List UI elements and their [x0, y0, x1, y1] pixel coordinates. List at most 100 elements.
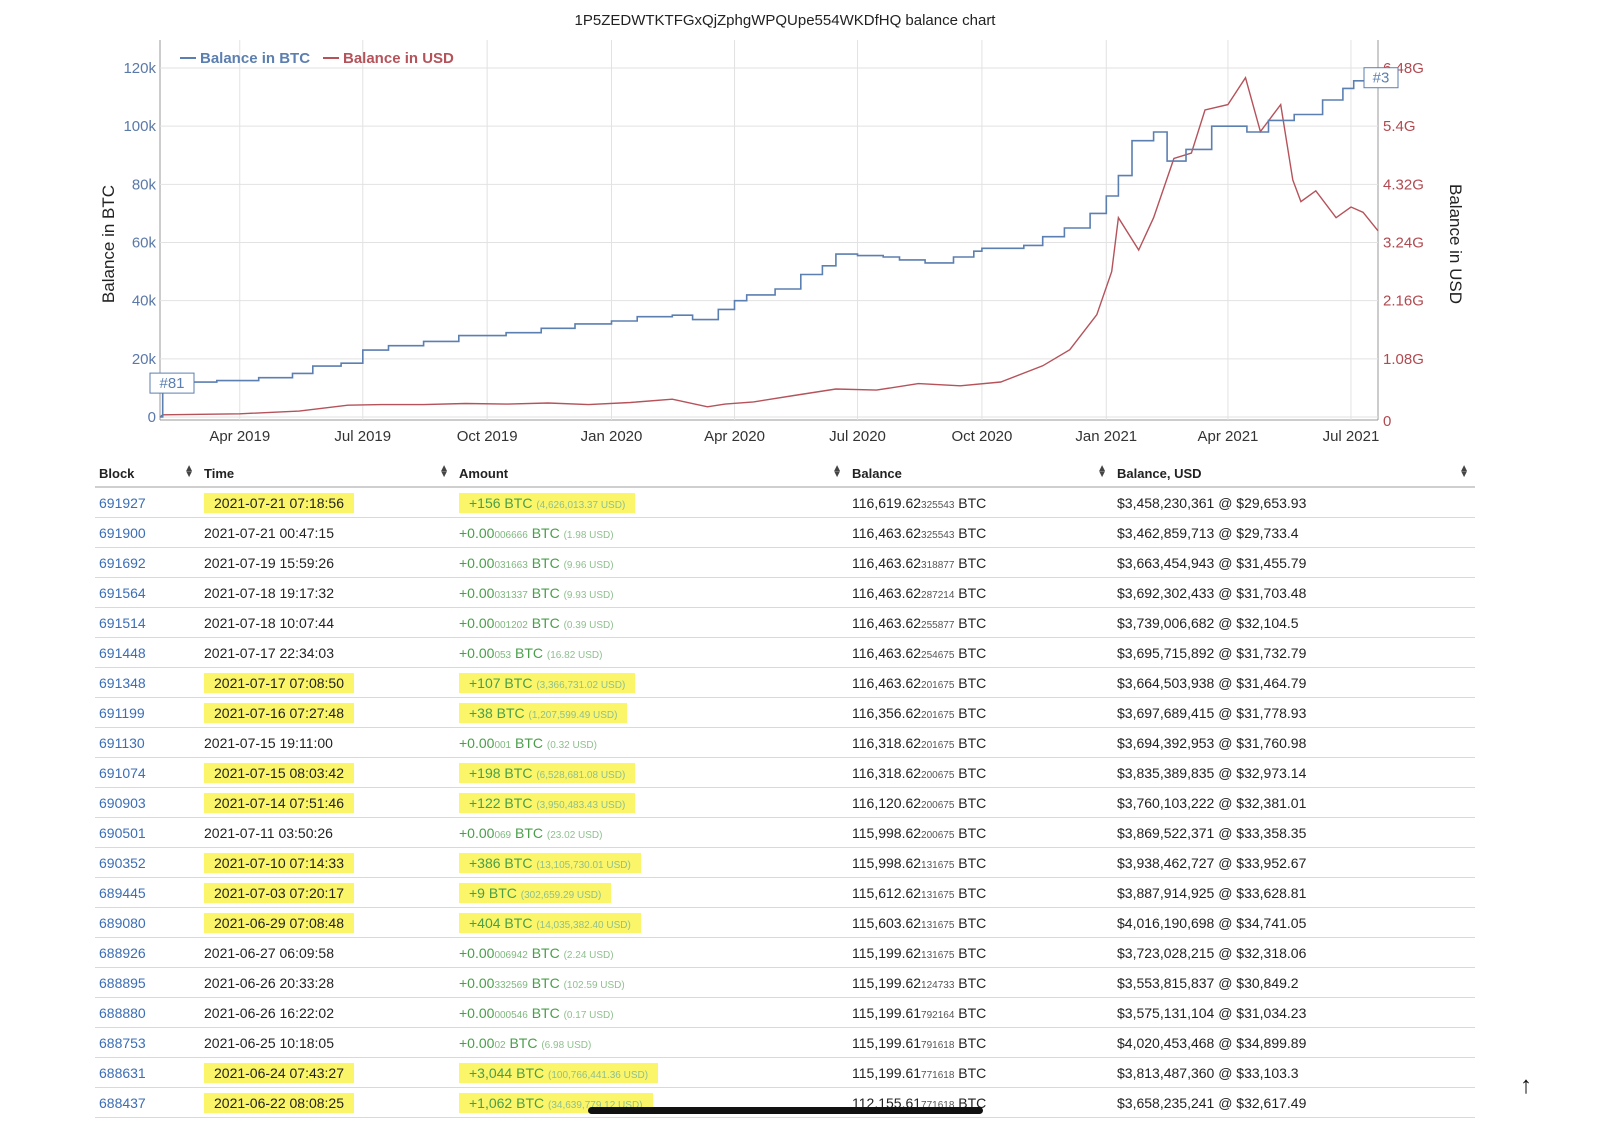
block-link[interactable]: 691927	[99, 494, 146, 511]
amount-usd: (0.32 USD)	[546, 739, 597, 751]
column-header-time[interactable]: Time ▲ ▼	[200, 460, 455, 488]
table-row: 691448 2021-07-17 22:34:03 +0.00053 BTC (1…	[95, 637, 1475, 668]
amount-main: +0.00	[459, 524, 495, 541]
time-value: 2021-07-15 08:03:42	[204, 762, 354, 783]
block-link[interactable]: 689445	[99, 884, 146, 901]
cell-balance: 116,318.62201675 BTC	[848, 727, 1113, 758]
block-link[interactable]: 691348	[99, 674, 146, 691]
block-link[interactable]: 688880	[99, 1004, 146, 1021]
block-link[interactable]: 691514	[99, 614, 146, 631]
balance-main: 115,603.62	[852, 914, 922, 931]
cell-block: 690903	[95, 787, 200, 818]
block-link[interactable]: 691448	[99, 644, 146, 661]
table-row: 688631 2021-06-24 07:43:27 +3,044 BTC (100…	[95, 1057, 1475, 1088]
x-axis-ticks: Apr 2019 Jul 2019 Oct 2019 Jan 2020 Apr 2020…	[209, 428, 1379, 445]
amount-usd: (0.39 USD)	[563, 619, 614, 631]
column-header-balance-usd[interactable]: Balance, USD ▲ ▼	[1113, 460, 1475, 488]
block-link[interactable]: 691199	[99, 704, 145, 721]
table-row: 691564 2021-07-18 19:17:32 +0.00031337 BTC…	[95, 577, 1475, 608]
cell-time: 2021-07-21 07:18:56	[200, 487, 455, 518]
time-value: 2021-07-17 22:34:03	[204, 644, 334, 661]
table-row: 688880 2021-06-26 16:22:02 +0.00000546 BTC…	[95, 997, 1475, 1028]
cell-balance: 116,463.62254675 BTC	[848, 637, 1113, 668]
block-link[interactable]: 688926	[99, 944, 146, 961]
x-tick-label: Apr 2020	[704, 428, 765, 445]
amount-unit: BTC	[511, 734, 547, 751]
amount-value: +38 BTC (1,207,599.49 USD)	[459, 702, 628, 723]
sort-icon[interactable]: ▲ ▼	[832, 463, 842, 480]
cell-balance-usd: $3,835,389,835 @ $32,973.14	[1113, 757, 1475, 788]
block-link[interactable]: 688631	[99, 1064, 146, 1081]
table-row: 690352 2021-07-10 07:14:33 +386 BTC (13,10…	[95, 847, 1475, 878]
block-link[interactable]: 691564	[99, 584, 146, 601]
amount-main: +0.00	[459, 974, 495, 991]
balance-fraction: 255877	[921, 619, 955, 631]
block-link[interactable]: 690903	[99, 794, 146, 811]
balance-main: 115,199.62	[852, 944, 922, 961]
right-axis-title: Balance in USD	[1446, 184, 1465, 304]
time-value: 2021-06-25 10:18:05	[204, 1034, 334, 1051]
balance-fraction: 792164	[921, 1009, 955, 1021]
sort-icon[interactable]: ▲ ▼	[439, 463, 449, 480]
amount-unit: BTC	[511, 644, 547, 661]
annotation-label: #81	[159, 375, 184, 392]
column-header-balance[interactable]: Balance ▲ ▼	[848, 460, 1113, 488]
cell-amount: +107 BTC (3,366,731.02 USD)	[455, 667, 848, 698]
cell-balance: 116,356.62201675 BTC	[848, 697, 1113, 728]
block-link[interactable]: 691074	[99, 764, 146, 781]
cell-amount: +9 BTC (302,659.29 USD)	[455, 877, 848, 908]
balance-usd-value: $3,723,028,215 @ $32,318.06	[1117, 944, 1307, 961]
time-value: 2021-07-21 07:18:56	[204, 492, 354, 513]
sort-icon[interactable]: ▲ ▼	[1097, 463, 1107, 480]
left-tick-label: 60k	[132, 235, 157, 252]
left-tick-label: 100k	[123, 118, 156, 135]
time-value: 2021-07-19 15:59:26	[204, 554, 334, 571]
cell-amount: +38 BTC (1,207,599.49 USD)	[455, 697, 848, 728]
x-tick-label: Jan 2020	[581, 428, 643, 445]
column-header-block[interactable]: Block ▲ ▼	[95, 460, 200, 488]
block-link[interactable]: 689080	[99, 914, 146, 931]
cell-time: 2021-07-18 10:07:44	[200, 607, 455, 638]
block-link[interactable]: 691130	[99, 734, 145, 751]
balance-main: 116,356.62	[852, 704, 922, 721]
balance-unit: BTC	[954, 884, 987, 901]
amount-main: +0.00	[459, 944, 495, 961]
cell-block: 691514	[95, 607, 200, 638]
left-tick-label: 20k	[132, 351, 157, 368]
cell-balance-usd: $4,016,190,698 @ $34,741.05	[1113, 907, 1475, 938]
sort-icon[interactable]: ▲ ▼	[1459, 463, 1469, 480]
block-link[interactable]: 688895	[99, 974, 146, 991]
balance-usd-value: $3,813,487,360 @ $33,103.3	[1117, 1064, 1299, 1081]
cell-amount: +198 BTC (6,528,681.08 USD)	[455, 757, 848, 788]
block-link[interactable]: 688753	[99, 1034, 146, 1051]
balance-usd-value: $3,575,131,104 @ $31,034.23	[1117, 1004, 1307, 1021]
balance-unit: BTC	[954, 944, 987, 961]
block-link[interactable]: 690352	[99, 854, 146, 871]
amount-usd: (9.96 USD)	[563, 559, 614, 571]
arrow-up-icon[interactable]: ↑	[1520, 1072, 1532, 1099]
amount-unit: BTC	[527, 974, 564, 991]
table-row: 691900 2021-07-21 00:47:15 +0.00006666 BTC…	[95, 517, 1475, 548]
transactions-table-container: Block ▲ ▼ Time ▲ ▼ Amount ▲ ▼ Balance ▲ ▼ Balance, U…	[95, 460, 1475, 1118]
balance-unit: BTC	[954, 734, 987, 751]
column-header-amount[interactable]: Amount ▲ ▼	[455, 460, 848, 488]
block-link[interactable]: 691900	[99, 524, 146, 541]
cell-block: 691564	[95, 577, 200, 608]
cell-block: 691692	[95, 547, 200, 578]
cell-time: 2021-06-22 08:08:25	[200, 1087, 455, 1118]
cell-balance-usd: $3,723,028,215 @ $32,318.06	[1113, 937, 1475, 968]
cell-amount: +0.00000546 BTC (0.17 USD)	[455, 997, 848, 1028]
block-link[interactable]: 691692	[99, 554, 146, 571]
left-tick-label: 120k	[123, 60, 156, 77]
block-link[interactable]: 690501	[99, 824, 146, 841]
balance-fraction: 325543	[921, 499, 955, 511]
amount-usd: (0.17 USD)	[563, 1009, 614, 1021]
scroll-bar[interactable]	[588, 1107, 983, 1114]
cell-amount: +0.00031337 BTC (9.93 USD)	[455, 577, 848, 608]
block-link[interactable]: 688437	[99, 1094, 146, 1111]
x-tick-label: Apr 2021	[1198, 428, 1259, 445]
balance-main: 115,199.61	[852, 1004, 922, 1021]
sort-icon[interactable]: ▲ ▼	[184, 463, 194, 480]
balance-unit: BTC	[954, 1094, 987, 1111]
cell-block: 691130	[95, 727, 200, 758]
